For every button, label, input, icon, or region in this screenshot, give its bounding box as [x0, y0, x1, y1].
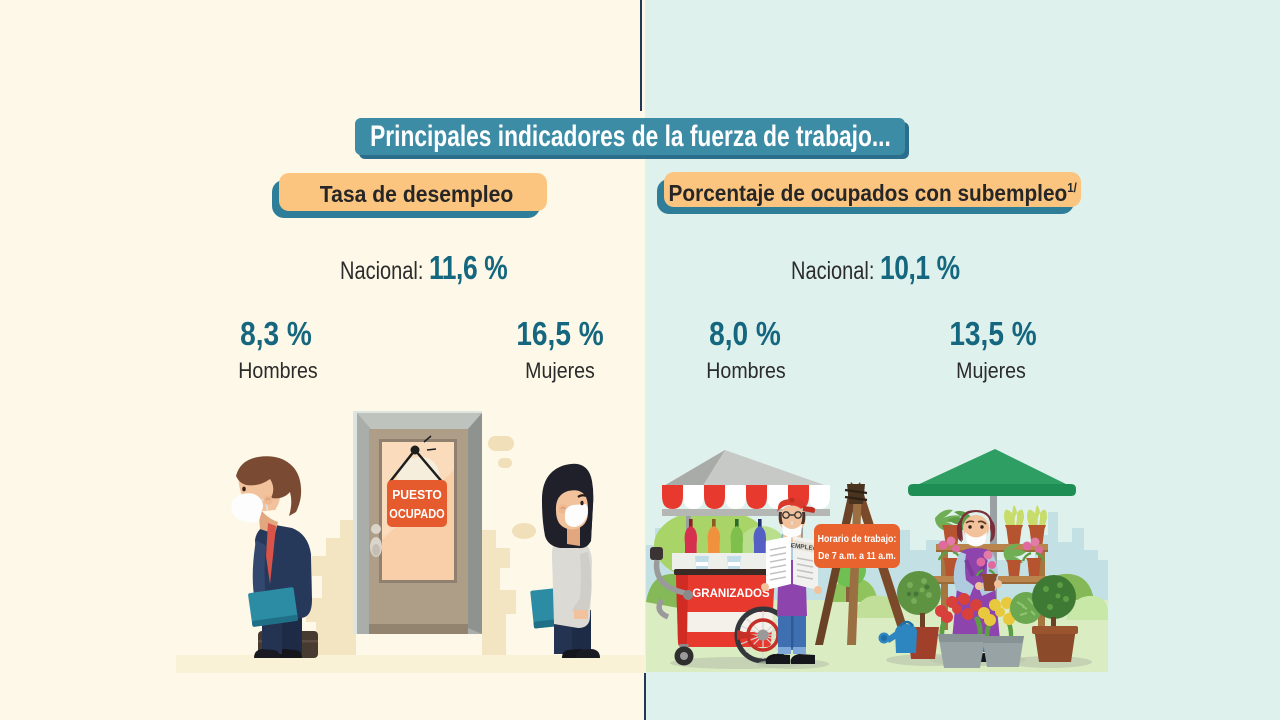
svg-text:Horario de trabajo:: Horario de trabajo:: [818, 532, 897, 544]
svg-text:OCUPADO: OCUPADO: [389, 507, 444, 521]
svg-text:PUESTO: PUESTO: [392, 488, 442, 502]
svg-text:EMPLEO: EMPLEO: [790, 542, 818, 553]
svg-text:De 7 a.m. a 11 a.m.: De 7 a.m. a 11 a.m.: [818, 549, 896, 561]
svg-text:GRANIZADOS: GRANIZADOS: [692, 588, 770, 600]
